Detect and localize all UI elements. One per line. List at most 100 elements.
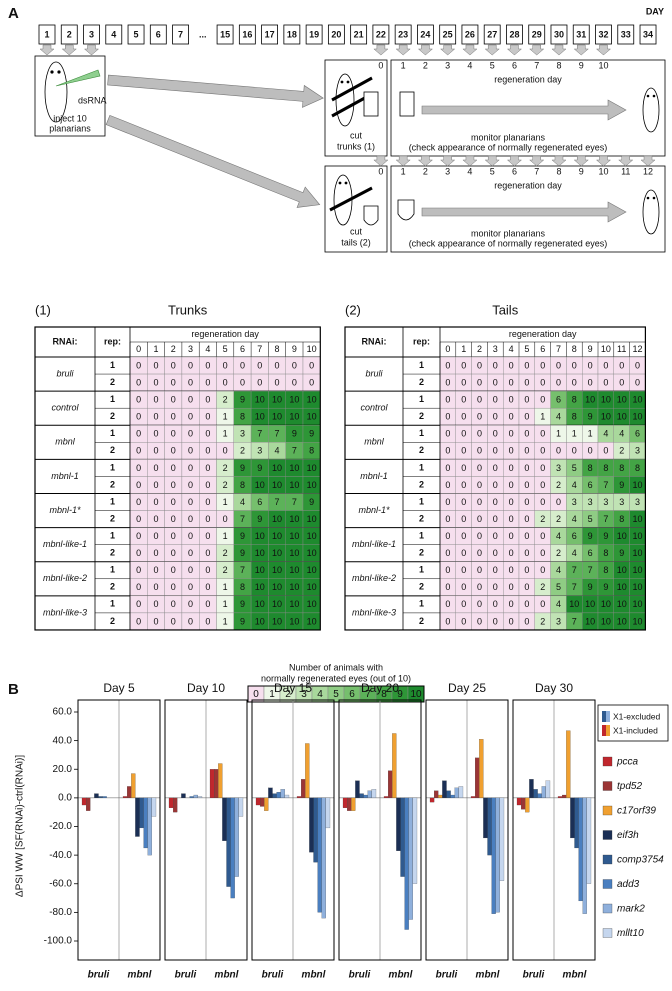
day: 5 xyxy=(134,29,139,39)
legend-swatch xyxy=(602,711,606,722)
cell-value: 4 xyxy=(572,548,577,558)
rep: 2 xyxy=(110,616,115,626)
bar xyxy=(359,793,364,798)
bar xyxy=(168,797,174,808)
day: 2 xyxy=(67,29,72,39)
cell-value: 0 xyxy=(445,463,450,473)
cell-value: 0 xyxy=(524,360,529,370)
cell-value: 0 xyxy=(445,548,450,558)
cell-value: 0 xyxy=(540,548,545,558)
cell-value: 0 xyxy=(153,360,158,370)
small-arrow xyxy=(462,44,478,56)
eye xyxy=(340,80,344,84)
cell-value: 0 xyxy=(477,548,482,558)
rep: 1 xyxy=(419,599,424,609)
day-box xyxy=(528,24,546,45)
cell-value: 0 xyxy=(524,497,529,507)
day-box xyxy=(149,24,167,45)
cell-value: 0 xyxy=(540,463,545,473)
cell-value: 0 xyxy=(461,463,466,473)
bar xyxy=(574,797,579,849)
cell-value: 0 xyxy=(136,360,141,370)
cell-value: 0 xyxy=(556,497,561,507)
cell-value: 10 xyxy=(289,514,299,524)
day: 34 xyxy=(643,29,653,39)
bar xyxy=(151,797,157,817)
cell-value: 0 xyxy=(188,480,193,490)
legend-frame xyxy=(597,704,669,742)
day: 23 xyxy=(398,29,408,39)
cell-value: 0 xyxy=(445,531,450,541)
cell-value: 6 xyxy=(556,395,561,405)
legend-label: c17orf39 xyxy=(617,806,656,817)
bar xyxy=(388,770,393,798)
cell-value: 10 xyxy=(255,480,265,490)
bar xyxy=(475,757,480,798)
rep: 2 xyxy=(110,582,115,592)
header: regeneration day xyxy=(191,329,259,339)
rnai: bruli xyxy=(365,368,383,378)
bar xyxy=(450,794,455,798)
bar xyxy=(483,797,488,839)
bar xyxy=(533,789,538,798)
cell-value: 0 xyxy=(171,446,176,456)
small-arrow xyxy=(573,44,589,56)
cell-value: 0 xyxy=(136,497,141,507)
bar xyxy=(458,786,464,798)
bar xyxy=(238,797,244,817)
day-box xyxy=(127,24,145,45)
cell-value: 10 xyxy=(632,548,642,558)
rep: 2 xyxy=(110,411,115,421)
cell-value: 8 xyxy=(619,463,624,473)
cell-value: 0 xyxy=(205,565,210,575)
day-header: 8 xyxy=(572,344,577,354)
cell-value: 0 xyxy=(205,514,210,524)
cell-value: 0 xyxy=(635,360,640,370)
regen-day: 5 xyxy=(490,166,495,176)
inject-text: planarians xyxy=(49,123,91,133)
cell-value: 10 xyxy=(255,395,265,405)
regen-day: 7 xyxy=(534,166,539,176)
cell-value: 5 xyxy=(556,582,561,592)
regen-day: 0 xyxy=(378,166,383,176)
regen-day: 6 xyxy=(512,60,517,70)
bar xyxy=(276,792,281,798)
bar xyxy=(181,793,186,798)
cell-value: 0 xyxy=(223,360,228,370)
axis-label: regeneration day xyxy=(494,180,562,190)
cell-value: 0 xyxy=(524,480,529,490)
cell-value: 0 xyxy=(171,395,176,405)
rnai: mbnl-1 xyxy=(51,471,79,481)
bar xyxy=(135,797,140,837)
cell-value: 10 xyxy=(255,616,265,626)
cell-value: 0 xyxy=(445,360,450,370)
cell-value: 7 xyxy=(572,616,577,626)
cell-value: 7 xyxy=(240,565,245,575)
legend-label: mark2 xyxy=(617,904,645,915)
cell-value: 0 xyxy=(461,497,466,507)
bar xyxy=(578,797,583,902)
cell-value: 9 xyxy=(619,548,624,558)
small-arrow xyxy=(484,155,500,167)
regen-day: 5 xyxy=(490,60,495,70)
small-arrow xyxy=(417,155,434,167)
bar xyxy=(446,790,451,798)
chart-frame xyxy=(338,699,422,961)
bar xyxy=(355,780,360,798)
cell-value: 7 xyxy=(275,497,280,507)
cell-value: 9 xyxy=(292,429,297,439)
bar xyxy=(383,796,389,798)
cell-value: 0 xyxy=(493,480,498,490)
legend-swatch xyxy=(602,756,613,767)
day: 20 xyxy=(331,29,341,39)
day: 18 xyxy=(287,29,297,39)
cell-value: 3 xyxy=(588,497,593,507)
cell-value: 0 xyxy=(205,599,210,609)
cell-value: 0 xyxy=(171,599,176,609)
rnai: mbnl-like-1 xyxy=(352,539,396,549)
cell-value: 0 xyxy=(171,497,176,507)
cell-value: 2 xyxy=(240,446,245,456)
trunk-piece xyxy=(399,91,415,117)
bar xyxy=(234,797,239,877)
cell-value: 0 xyxy=(188,616,193,626)
